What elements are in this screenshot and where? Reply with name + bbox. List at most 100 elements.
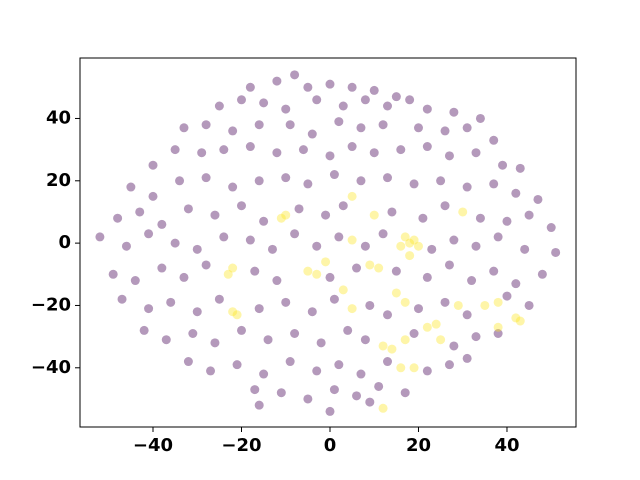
scatter-point xyxy=(183,204,193,214)
scatter-point xyxy=(378,341,388,351)
scatter-point xyxy=(108,269,118,279)
scatter-point xyxy=(413,123,423,133)
scatter-point xyxy=(166,297,176,307)
scatter-point xyxy=(422,104,432,114)
scatter-point xyxy=(321,257,331,267)
scatter-point xyxy=(400,335,410,345)
scatter-point xyxy=(126,182,136,192)
scatter-point xyxy=(449,341,459,351)
scatter-point xyxy=(462,353,472,363)
scatter-point xyxy=(489,179,499,189)
scatter-point xyxy=(201,260,211,270)
scatter-point xyxy=(391,288,401,298)
scatter-point xyxy=(325,272,335,282)
scatter-point xyxy=(334,360,344,370)
scatter-point xyxy=(290,70,300,80)
scatter-point xyxy=(175,176,185,186)
scatter-point xyxy=(475,213,485,223)
scatter-point xyxy=(405,95,415,105)
scatter-point xyxy=(493,232,503,242)
scatter-point xyxy=(281,104,291,114)
scatter-point xyxy=(444,260,454,270)
scatter-point xyxy=(458,207,468,217)
scatter-point xyxy=(422,322,432,332)
scatter-point xyxy=(405,251,415,261)
scatter-point xyxy=(427,244,437,254)
scatter-point xyxy=(254,176,264,186)
scatter-point xyxy=(422,142,432,152)
scatter-point xyxy=(369,210,379,220)
scatter-point xyxy=(334,232,344,242)
scatter-point xyxy=(365,300,375,310)
scatter-point xyxy=(378,229,388,239)
scatter-point xyxy=(365,260,375,270)
scatter-point xyxy=(201,173,211,183)
scatter-point xyxy=(307,307,317,317)
scatter-point xyxy=(250,385,260,395)
plot-area xyxy=(95,70,561,416)
scatter-point xyxy=(144,229,154,239)
scatter-point xyxy=(267,244,277,254)
scatter-point xyxy=(493,297,503,307)
scatter-point xyxy=(475,113,485,123)
scatter-point xyxy=(511,279,521,289)
scatter-point xyxy=(413,241,423,251)
scatter-point xyxy=(232,360,242,370)
scatter-point xyxy=(440,201,450,211)
scatter-point xyxy=(400,232,410,242)
scatter-point xyxy=(170,238,180,248)
scatter-point xyxy=(329,294,339,304)
scatter-point xyxy=(440,297,450,307)
x-tick-label: 20 xyxy=(406,435,431,456)
scatter-point xyxy=(307,129,317,139)
scatter-point xyxy=(219,232,229,242)
scatter-point xyxy=(316,338,326,348)
scatter-point xyxy=(347,191,357,201)
scatter-point xyxy=(259,369,269,379)
scatter-point xyxy=(396,363,406,373)
scatter-point xyxy=(405,238,415,248)
scatter-point xyxy=(396,241,406,251)
scatter-point xyxy=(144,304,154,314)
scatter-point xyxy=(254,120,264,130)
scatter-point xyxy=(236,95,246,105)
scatter-point xyxy=(183,357,193,367)
scatter-point xyxy=(502,216,512,226)
scatter-point xyxy=(325,151,335,161)
scatter-point xyxy=(387,207,397,217)
scatter-point xyxy=(325,79,335,89)
scatter-point xyxy=(210,338,220,348)
scatter-point xyxy=(130,276,140,286)
scatter-point xyxy=(440,126,450,136)
scatter-point xyxy=(325,406,335,416)
scatter-point xyxy=(179,123,189,133)
scatter-point xyxy=(121,241,131,251)
scatter-point xyxy=(338,285,348,295)
scatter-point xyxy=(298,145,308,155)
scatter-point xyxy=(471,241,481,251)
scatter-point xyxy=(502,291,512,301)
scatter-point xyxy=(471,332,481,342)
y-tick-label: 0 xyxy=(58,232,71,253)
scatter-point xyxy=(383,173,393,183)
scatter-point xyxy=(551,247,561,257)
scatter-point xyxy=(365,397,375,407)
y-tick-label: −40 xyxy=(31,357,71,378)
scatter-point xyxy=(338,201,348,211)
scatter-point xyxy=(360,241,370,251)
y-tick-label: 20 xyxy=(46,170,71,191)
scatter-point xyxy=(356,369,366,379)
scatter-point xyxy=(281,297,291,307)
scatter-point xyxy=(201,120,211,130)
scatter-point xyxy=(431,319,441,329)
scatter-point xyxy=(228,182,238,192)
scatter-point xyxy=(360,95,370,105)
scatter-point xyxy=(489,266,499,276)
scatter-point xyxy=(369,148,379,158)
scatter-point xyxy=(272,276,282,286)
scatter-point xyxy=(383,310,393,320)
scatter-point xyxy=(524,300,534,310)
scatter-point xyxy=(515,316,525,326)
